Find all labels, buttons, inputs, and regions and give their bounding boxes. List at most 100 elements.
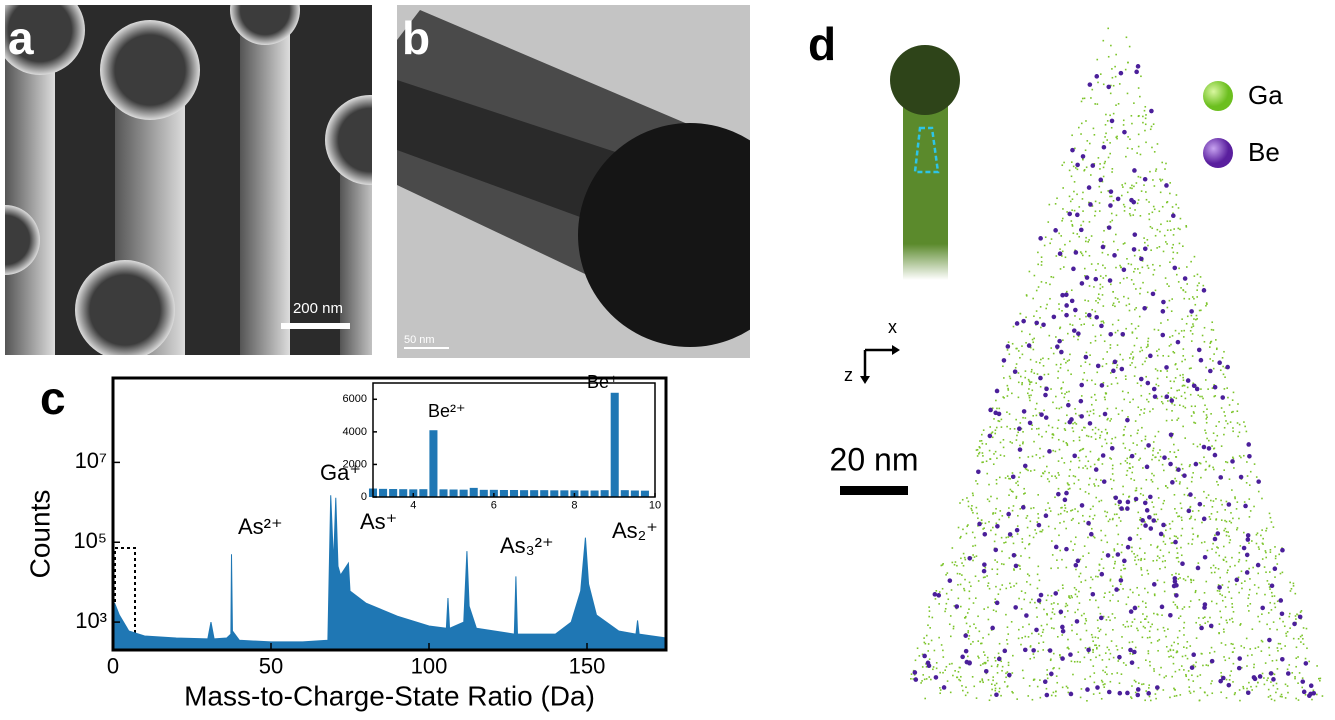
ga-atom bbox=[1229, 404, 1231, 406]
ga-atom bbox=[1069, 469, 1071, 471]
ga-atom bbox=[929, 658, 931, 660]
ga-atom bbox=[967, 656, 969, 658]
ga-atom bbox=[1118, 505, 1120, 507]
ga-atom bbox=[1175, 671, 1177, 673]
ga-atom bbox=[1176, 419, 1178, 421]
ga-atom bbox=[1095, 438, 1097, 440]
be-atom bbox=[1280, 657, 1285, 662]
ga-atom bbox=[1110, 458, 1112, 460]
ga-atom bbox=[992, 527, 994, 529]
ga-atom bbox=[1192, 472, 1194, 474]
legend-symbol bbox=[1203, 138, 1233, 168]
ga-atom bbox=[1269, 602, 1271, 604]
ga-atom bbox=[1193, 318, 1195, 320]
be-atom bbox=[997, 412, 1002, 417]
ga-atom bbox=[1134, 559, 1136, 561]
ga-atom bbox=[1155, 368, 1157, 370]
ga-atom bbox=[984, 662, 986, 664]
ga-atom bbox=[1274, 674, 1276, 676]
ga-atom bbox=[1189, 464, 1191, 466]
ga-atom bbox=[1141, 427, 1143, 429]
ga-atom bbox=[1009, 413, 1011, 415]
ga-atom bbox=[1273, 526, 1275, 528]
ga-atom bbox=[1206, 664, 1208, 666]
be-atom bbox=[1136, 64, 1141, 69]
ga-atom bbox=[982, 681, 984, 683]
ga-atom bbox=[1029, 685, 1031, 687]
ga-atom bbox=[1191, 481, 1193, 483]
ga-atom bbox=[1074, 315, 1076, 317]
ga-atom bbox=[1209, 346, 1211, 348]
ga-atom bbox=[1183, 290, 1185, 292]
ga-atom bbox=[1006, 411, 1008, 413]
ga-atom bbox=[957, 584, 959, 586]
ga-atom bbox=[1059, 248, 1061, 250]
ga-atom bbox=[1062, 382, 1064, 384]
ga-atom bbox=[1104, 267, 1106, 269]
ga-atom bbox=[1062, 187, 1064, 189]
ga-atom bbox=[1226, 697, 1228, 699]
ga-atom bbox=[1141, 440, 1143, 442]
ga-atom bbox=[1223, 559, 1225, 561]
ga-atom bbox=[1031, 381, 1033, 383]
ga-atom bbox=[1109, 153, 1111, 155]
ga-atom bbox=[1209, 617, 1211, 619]
bar bbox=[530, 490, 538, 497]
be-atom bbox=[1152, 387, 1157, 392]
ga-atom bbox=[1165, 241, 1167, 243]
ga-atom bbox=[1148, 687, 1150, 689]
ga-atom bbox=[1159, 557, 1161, 559]
ga-atom bbox=[1081, 253, 1083, 255]
ga-atom bbox=[1226, 535, 1228, 537]
ga-atom bbox=[1046, 466, 1048, 468]
ga-atom bbox=[940, 689, 942, 691]
ga-atom bbox=[1159, 674, 1161, 676]
be-atom bbox=[1101, 245, 1106, 250]
ga-atom bbox=[1085, 647, 1087, 649]
ga-atom bbox=[1010, 441, 1012, 443]
ga-atom bbox=[1201, 542, 1203, 544]
sem-image bbox=[0, 0, 415, 360]
ga-atom bbox=[961, 574, 963, 576]
ga-atom bbox=[1164, 630, 1166, 632]
ga-atom bbox=[1189, 691, 1191, 693]
ga-atom bbox=[1140, 215, 1142, 217]
ga-atom bbox=[1213, 368, 1215, 370]
ga-atom bbox=[1296, 613, 1298, 615]
ga-atom bbox=[1078, 479, 1080, 481]
ga-atom bbox=[1200, 463, 1202, 465]
ga-atom bbox=[1003, 564, 1005, 566]
y-tick-label: 0 bbox=[361, 491, 367, 503]
be-atom bbox=[1307, 693, 1312, 698]
ga-atom bbox=[1058, 303, 1060, 305]
ga-atom bbox=[1162, 206, 1164, 208]
ga-atom bbox=[1045, 236, 1047, 238]
ga-atom bbox=[1233, 611, 1235, 613]
ga-atom bbox=[929, 627, 931, 629]
ga-atom bbox=[920, 682, 922, 684]
ga-atom bbox=[1053, 692, 1055, 694]
be-atom bbox=[1047, 449, 1052, 454]
ga-atom bbox=[1038, 428, 1040, 430]
ga-atom bbox=[1142, 116, 1144, 118]
ga-atom bbox=[1168, 355, 1170, 357]
be-atom bbox=[934, 675, 939, 680]
be-atom bbox=[1237, 666, 1242, 671]
be-atom bbox=[1022, 409, 1027, 414]
ga-atom bbox=[1126, 305, 1128, 307]
ga-atom bbox=[989, 501, 991, 503]
ga-atom bbox=[1195, 622, 1197, 624]
ga-atom bbox=[1153, 506, 1155, 508]
ga-atom bbox=[970, 508, 972, 510]
ga-atom bbox=[1131, 148, 1133, 150]
ga-atom bbox=[1170, 397, 1172, 399]
ga-atom bbox=[1177, 637, 1179, 639]
ga-atom bbox=[924, 698, 926, 700]
ga-atom bbox=[1033, 657, 1035, 659]
ga-atom bbox=[1176, 695, 1178, 697]
ga-atom bbox=[1002, 396, 1004, 398]
be-atom bbox=[913, 670, 918, 675]
ga-atom bbox=[1050, 347, 1052, 349]
ga-atom bbox=[999, 510, 1001, 512]
ga-atom bbox=[1220, 691, 1222, 693]
